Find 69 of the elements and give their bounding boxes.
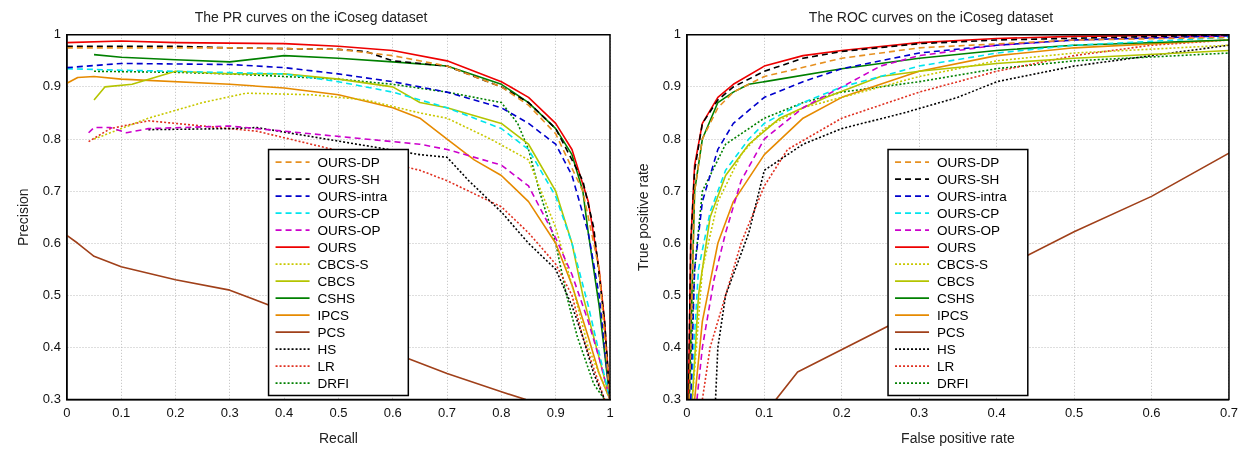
legend-label: OURS-SH xyxy=(937,171,1000,187)
legend-label: IPCS xyxy=(317,307,350,323)
chart-title: The ROC curves on the iCoseg dataset xyxy=(808,9,1054,26)
x-tick-label: 0.5 xyxy=(1065,404,1084,420)
y-axis-title: Precision xyxy=(15,188,32,246)
legend-label: OURS-DP xyxy=(937,154,1000,170)
y-tick-label: 0.5 xyxy=(42,286,61,302)
x-tick-label: 0.8 xyxy=(492,404,511,420)
chart-title: The PR curves on the iCoseg dataset xyxy=(194,9,428,26)
y-tick-label: 0.3 xyxy=(42,391,61,407)
legend-label: LR xyxy=(317,358,336,374)
x-tick-label: 0.2 xyxy=(832,404,851,420)
x-tick-label: 0.9 xyxy=(546,404,565,420)
x-tick-label: 0.6 xyxy=(1142,404,1161,420)
x-tick-label: 1 xyxy=(606,404,614,420)
x-tick-label: 0.7 xyxy=(438,404,457,420)
legend-label: CBCS xyxy=(937,273,975,289)
legend-label: DRFI xyxy=(937,375,969,391)
x-tick-label: 0.4 xyxy=(987,404,1006,420)
legend-label: OURS-intra xyxy=(937,188,1008,204)
legend-label: PCS xyxy=(937,324,965,340)
x-tick-label: 0.2 xyxy=(166,404,185,420)
legend-label: OURS-OP xyxy=(317,222,381,238)
x-tick-label: 0.7 xyxy=(1219,404,1238,420)
legend-label: OURS-OP xyxy=(937,222,1001,238)
legend-label: HS xyxy=(317,341,337,357)
y-tick-label: 0.6 xyxy=(662,234,681,250)
y-tick-label: 0.7 xyxy=(42,182,61,198)
x-tick-label: 0.3 xyxy=(910,404,929,420)
y-tick-label: 0.3 xyxy=(662,391,681,407)
y-tick-label: 1 xyxy=(53,26,61,42)
x-axis-title: Recall xyxy=(318,430,358,447)
legend-label: LR xyxy=(937,358,955,374)
y-tick-label: 0.4 xyxy=(42,339,61,355)
legend-label: OURS xyxy=(937,239,977,255)
legend-label: OURS-CP xyxy=(937,205,1000,221)
legend-label: CBCS-S xyxy=(317,256,369,272)
legend-label: CSHS xyxy=(937,290,975,306)
y-tick-label: 0.8 xyxy=(42,130,61,146)
x-tick-label: 0.5 xyxy=(329,404,348,420)
y-tick-label: 0.7 xyxy=(662,182,681,198)
x-axis-title: False positive rate xyxy=(901,430,1015,447)
legend-label: OURS xyxy=(317,239,357,255)
legend-label: IPCS xyxy=(937,307,969,323)
x-tick-label: 0.1 xyxy=(112,404,131,420)
y-tick-label: 0.9 xyxy=(42,78,61,94)
x-tick-label: 0.1 xyxy=(755,404,774,420)
y-tick-label: 0.8 xyxy=(662,130,681,146)
legend-label: PCS xyxy=(317,324,346,340)
x-tick-label: 0 xyxy=(683,404,691,420)
legend-label: CBCS-S xyxy=(937,256,989,272)
y-axis-title: True positive rate xyxy=(635,163,652,272)
y-tick-label: 1 xyxy=(673,26,681,42)
y-tick-label: 0.9 xyxy=(662,78,681,94)
y-tick-label: 0.4 xyxy=(662,339,681,355)
legend-label: OURS-CP xyxy=(317,205,380,221)
legend-label: OURS-DP xyxy=(317,154,380,170)
y-tick-label: 0.5 xyxy=(662,286,681,302)
legend-label: DRFI xyxy=(317,375,350,391)
x-tick-label: 0.4 xyxy=(275,404,294,420)
legend-label: OURS-intra xyxy=(317,188,388,204)
x-tick-label: 0.6 xyxy=(383,404,402,420)
x-tick-label: 0.3 xyxy=(220,404,239,420)
legend-label: CSHS xyxy=(317,290,356,306)
legend-label: OURS-SH xyxy=(317,171,380,187)
x-tick-label: 0 xyxy=(63,404,71,420)
y-tick-label: 0.6 xyxy=(42,234,61,250)
legend-label: HS xyxy=(937,341,956,357)
legend-label: CBCS xyxy=(317,273,356,289)
